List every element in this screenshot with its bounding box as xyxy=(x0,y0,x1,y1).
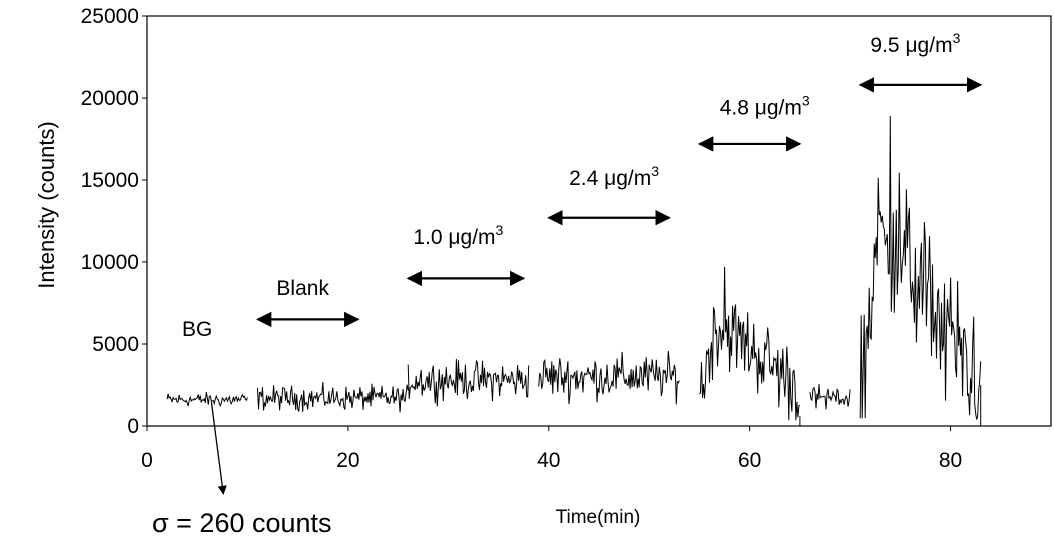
annotation-text: 4.8 μg/m xyxy=(720,96,802,119)
annotation-superscript: 3 xyxy=(953,30,961,46)
annotation-text: 9.5 μg/m xyxy=(870,34,952,57)
annotation-c3-label: 4.8 μg/m3 xyxy=(720,92,810,119)
annotation-text: BG xyxy=(182,318,212,341)
x-axis-ticks: 0 20 40 60 80 xyxy=(141,426,962,472)
annotation-c4-label: 9.5 μg/m3 xyxy=(870,30,960,57)
intensity-series-line xyxy=(166,115,982,426)
annotation-text: 2.4 μg/m xyxy=(569,167,651,190)
y-tick-label: 20000 xyxy=(81,87,139,110)
y-tick-label: 10000 xyxy=(81,251,139,274)
annotation-bg-label: BG xyxy=(182,318,212,341)
y-tick-label: 0 xyxy=(127,415,139,438)
annotation-superscript: 3 xyxy=(496,222,504,238)
annotation-superscript: 3 xyxy=(651,163,659,179)
sigma-pointer-arrow xyxy=(210,401,227,495)
y-tick-label: 5000 xyxy=(92,333,139,356)
plot-frame xyxy=(146,15,1052,427)
x-tick-label: 60 xyxy=(738,449,761,472)
x-tick-label: 80 xyxy=(939,449,962,472)
x-tick-label: 20 xyxy=(336,449,359,472)
annotation-text: Blank xyxy=(276,277,329,300)
y-axis-ticks: 0 5000 10000 15000 20000 25000 xyxy=(81,5,147,438)
x-tick-label: 40 xyxy=(537,449,560,472)
x-tick-label: 0 xyxy=(141,449,153,472)
y-tick-label: 15000 xyxy=(81,169,139,192)
annotation-c1-label: 1.0 μg/m3 xyxy=(413,222,503,249)
annotation-superscript: 3 xyxy=(802,92,810,108)
annotation-blank-label: Blank xyxy=(276,277,329,300)
y-axis-label: Intensity (counts) xyxy=(34,121,59,289)
annotation-text: 1.0 μg/m xyxy=(413,226,495,249)
x-axis-label: Time(min) xyxy=(556,507,641,528)
y-tick-label: 25000 xyxy=(81,5,139,28)
annotation-c2-label: 2.4 μg/m3 xyxy=(569,163,659,190)
sigma-note: σ = 260 counts xyxy=(152,508,332,538)
